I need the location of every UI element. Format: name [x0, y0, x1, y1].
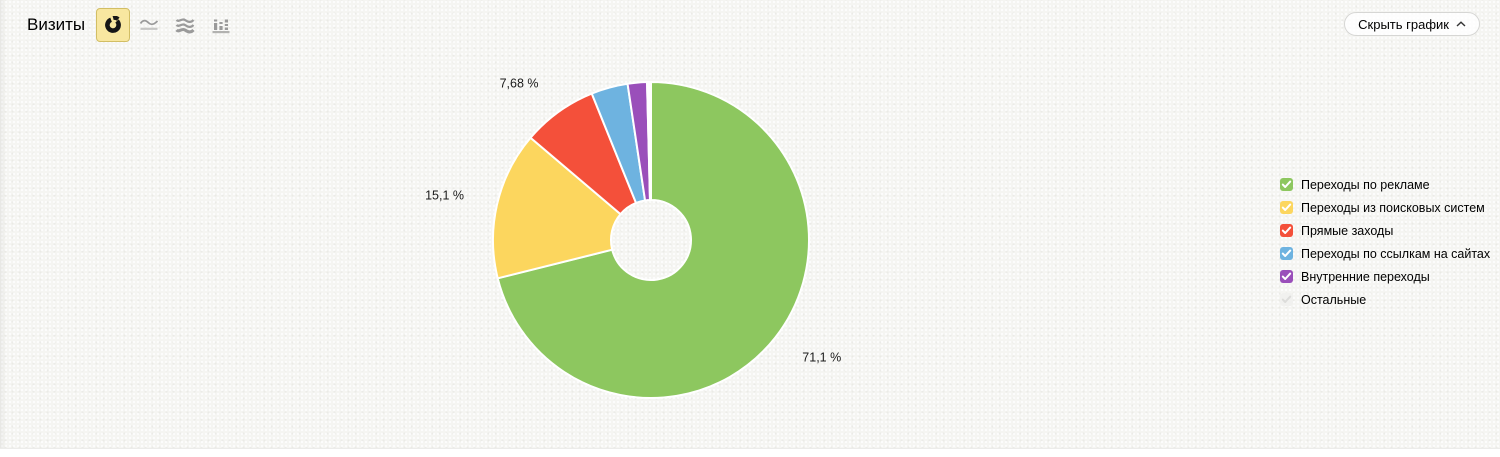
legend-label: Переходы из поисковых систем	[1301, 200, 1485, 215]
chart-type-bars-button[interactable]	[204, 8, 238, 42]
legend-checkbox[interactable]	[1280, 270, 1293, 283]
bottom-panel-edge	[0, 448, 1500, 457]
donut-chart: 71,1 % 15,1 % 7,68 %	[425, 77, 841, 399]
pie-slice-0[interactable]	[496, 81, 810, 399]
legend-checkbox[interactable]	[1280, 247, 1293, 260]
legend-checkbox[interactable]	[1280, 224, 1293, 237]
checkmark-icon	[1281, 295, 1292, 303]
pie-chart-icon	[105, 16, 121, 33]
legend-label: Прямые заходы	[1301, 223, 1394, 238]
chevron-up-icon	[1456, 21, 1466, 27]
panel-title: Визиты	[27, 15, 86, 34]
chart-type-line-button[interactable]	[132, 8, 166, 42]
legend-item-1[interactable]: Переходы из поисковых систем	[1280, 196, 1490, 219]
legend-label: Переходы по ссылкам на сайтах	[1301, 246, 1491, 261]
pie-slice-label: 71,1 %	[802, 350, 841, 364]
hide-chart-button[interactable]: Скрыть график	[1344, 12, 1480, 36]
legend: Переходы по рекламе Переходы из поисковых…	[1280, 173, 1490, 311]
stacked-area-icon	[175, 17, 195, 33]
chart-type-pie-button[interactable]	[96, 8, 130, 42]
hide-chart-label: Скрыть график	[1358, 16, 1449, 32]
line-chart-icon	[139, 19, 159, 30]
legend-label: Остальные	[1301, 292, 1367, 307]
checkmark-icon	[1281, 272, 1292, 280]
checkmark-icon	[1281, 226, 1292, 234]
legend-checkbox[interactable]	[1280, 201, 1293, 214]
legend-item-4[interactable]: Внутренние переходы	[1280, 265, 1490, 288]
pie-slice-5[interactable]	[646, 81, 652, 202]
chart-type-switcher	[96, 8, 238, 42]
legend-checkbox[interactable]	[1280, 178, 1293, 191]
left-edge-shade	[0, 0, 6, 448]
legend-item-2[interactable]: Прямые заходы	[1280, 219, 1490, 242]
legend-checkbox[interactable]	[1280, 293, 1293, 306]
chart-type-area-button[interactable]	[168, 8, 202, 42]
checkmark-icon	[1281, 203, 1292, 211]
checkmark-icon	[1281, 249, 1292, 257]
legend-item-5[interactable]: Остальные	[1280, 288, 1490, 311]
checkmark-icon	[1281, 180, 1292, 188]
pie-slice-label: 15,1 %	[425, 189, 464, 203]
legend-label: Переходы по рекламе	[1301, 177, 1430, 192]
legend-item-3[interactable]: Переходы по ссылкам на сайтах	[1280, 242, 1490, 265]
bar-chart-icon	[212, 19, 230, 33]
pie-slice-label: 7,68 %	[500, 77, 539, 91]
legend-label: Внутренние переходы	[1301, 269, 1430, 284]
pie-slice-1[interactable]	[492, 136, 622, 280]
legend-item-0[interactable]: Переходы по рекламе	[1280, 173, 1490, 196]
